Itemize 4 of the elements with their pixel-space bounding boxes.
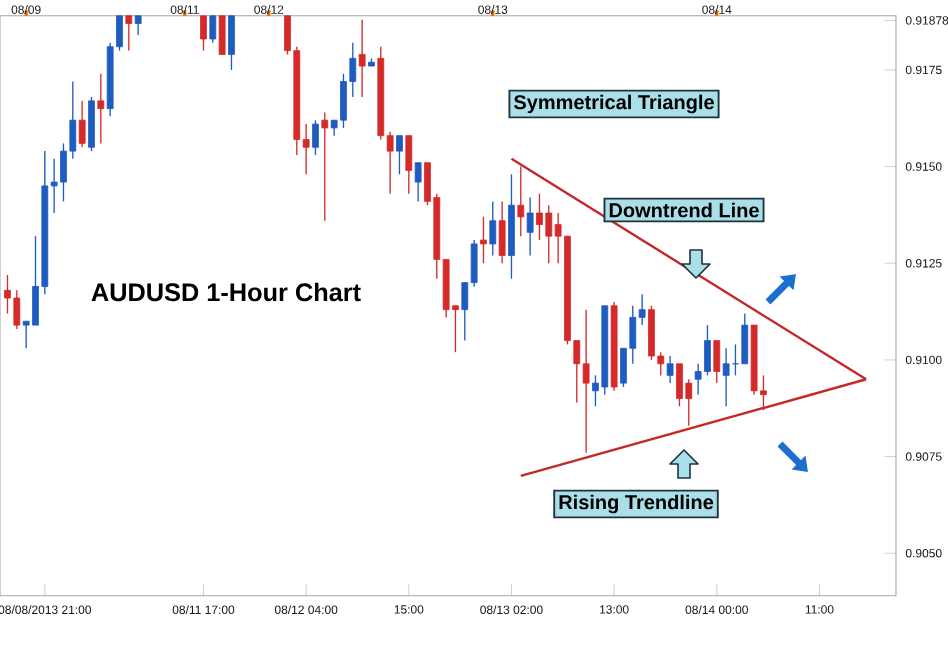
annotation: Rising Trendline	[559, 494, 714, 514]
annotation: Downtrend Line	[609, 202, 759, 218]
text: AUDUSD 1-Hour Chart	[91, 282, 361, 302]
annotation: Symmetrical Triangle	[513, 94, 714, 114]
